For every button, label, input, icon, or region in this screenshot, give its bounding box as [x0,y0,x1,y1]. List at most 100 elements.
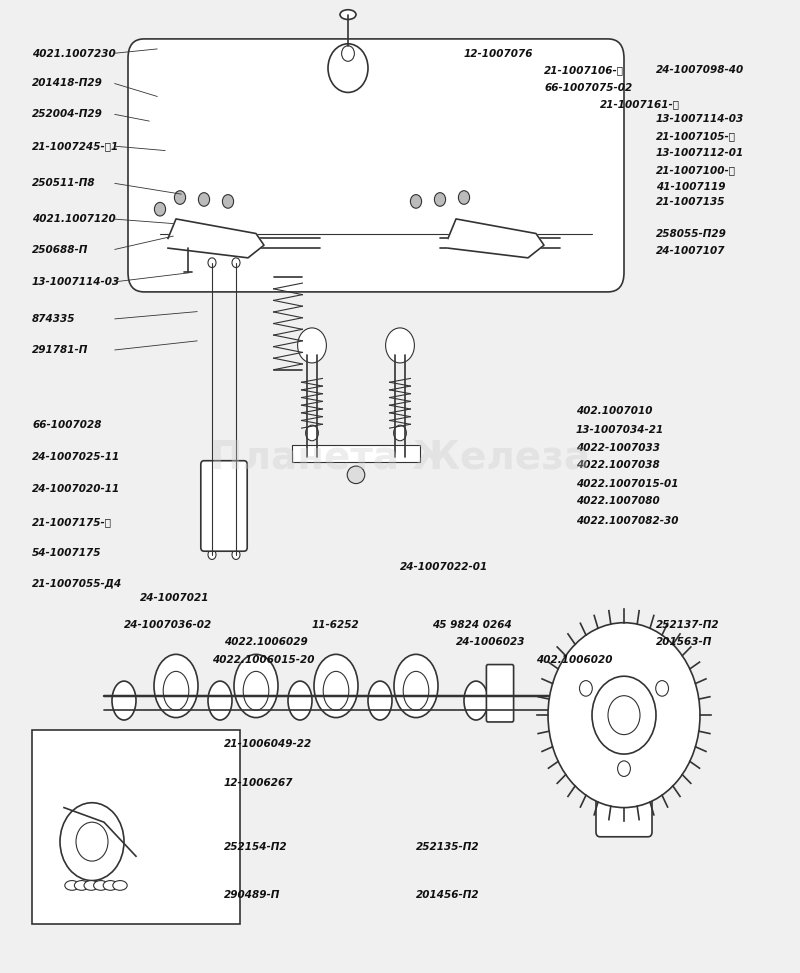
Text: 45 9824 0264: 45 9824 0264 [432,620,512,630]
Text: 24-1007022-01: 24-1007022-01 [400,562,488,572]
Text: 21-1007105-償: 21-1007105-償 [656,131,736,141]
Text: 66-1007028: 66-1007028 [32,420,102,430]
FancyBboxPatch shape [32,730,240,924]
Text: 250688-П: 250688-П [32,245,88,255]
Ellipse shape [403,671,429,710]
Ellipse shape [163,671,189,710]
Ellipse shape [112,681,136,720]
Text: 290489-П: 290489-П [224,890,280,900]
Ellipse shape [208,681,232,720]
Text: 21-1007161-償: 21-1007161-償 [600,99,680,109]
Text: 201563-П: 201563-П [656,637,712,647]
Text: 13-1007112-01: 13-1007112-01 [656,148,744,158]
Text: 252137-П2: 252137-П2 [656,620,720,630]
Circle shape [342,46,354,61]
Text: 258055-П29: 258055-П29 [656,229,727,238]
FancyBboxPatch shape [201,461,247,551]
Ellipse shape [323,671,349,710]
Text: 24-1007020-11: 24-1007020-11 [32,485,120,494]
Text: 13-1007114-03: 13-1007114-03 [656,114,744,124]
Text: 12-1007076: 12-1007076 [464,49,534,58]
FancyBboxPatch shape [128,39,624,292]
Text: 4022.1006029: 4022.1006029 [224,637,308,647]
Text: 21-1007106-償: 21-1007106-償 [544,65,624,75]
Circle shape [328,44,368,92]
Circle shape [232,258,240,268]
Text: 4021.1007120: 4021.1007120 [32,214,116,224]
Text: 24-1007107: 24-1007107 [656,246,726,256]
Circle shape [458,191,470,204]
Text: 201456-П2: 201456-П2 [416,890,480,900]
Circle shape [76,822,108,861]
Circle shape [306,425,318,441]
Ellipse shape [340,10,356,19]
Text: 21-1007245-償1: 21-1007245-償1 [32,141,119,151]
Text: 24-1006023: 24-1006023 [456,637,526,647]
Text: 291781-П: 291781-П [32,345,88,355]
Ellipse shape [394,655,438,718]
Text: 252135-П2: 252135-П2 [416,842,480,851]
Text: 4021.1007230: 4021.1007230 [32,49,116,58]
FancyBboxPatch shape [292,445,420,462]
Text: 252154-П2: 252154-П2 [224,842,288,851]
Circle shape [60,803,124,881]
Text: 24-1007025-11: 24-1007025-11 [32,452,120,462]
Text: 4022.1007015-01: 4022.1007015-01 [576,479,678,488]
Circle shape [386,328,414,363]
Text: 252004-П29: 252004-П29 [32,109,103,119]
Text: 11-6252: 11-6252 [312,620,360,630]
Text: 21-1007055-Д4: 21-1007055-Д4 [32,579,122,589]
Circle shape [222,195,234,208]
Ellipse shape [464,681,488,720]
Circle shape [298,328,326,363]
Circle shape [174,191,186,204]
Text: 24-1007021: 24-1007021 [140,594,210,603]
Text: 21-1007135: 21-1007135 [656,198,726,207]
Text: 4022.1007080: 4022.1007080 [576,496,660,506]
Polygon shape [168,219,264,258]
Ellipse shape [347,466,365,484]
Circle shape [208,258,216,268]
Text: 4022.1006015-20: 4022.1006015-20 [212,655,314,665]
Text: 13-1007034-21: 13-1007034-21 [576,425,664,435]
Circle shape [618,761,630,776]
Polygon shape [448,219,544,258]
Circle shape [579,681,592,697]
Text: 21-1006049-22: 21-1006049-22 [224,739,312,749]
Ellipse shape [243,671,269,710]
Text: 402.1007010: 402.1007010 [576,406,653,415]
Text: 41-1007119: 41-1007119 [656,182,726,192]
Circle shape [232,550,240,559]
Text: 201418-П29: 201418-П29 [32,78,103,88]
Circle shape [394,425,406,441]
Circle shape [548,623,700,808]
Ellipse shape [113,881,127,890]
Circle shape [434,193,446,206]
Text: 24-1007098-40: 24-1007098-40 [656,65,744,75]
Circle shape [154,202,166,216]
Circle shape [656,681,669,697]
Circle shape [592,676,656,754]
Circle shape [208,550,216,559]
Ellipse shape [234,655,278,718]
Ellipse shape [154,655,198,718]
Ellipse shape [368,681,392,720]
Circle shape [410,195,422,208]
Ellipse shape [84,881,98,890]
Text: 21-1007175-償: 21-1007175-償 [32,518,112,527]
FancyBboxPatch shape [486,665,514,722]
Circle shape [608,696,640,735]
Text: Планета Железа: Планета Железа [210,438,590,477]
Text: 66-1007075-02: 66-1007075-02 [544,83,632,92]
Ellipse shape [94,881,108,890]
Text: 402.1006020: 402.1006020 [536,655,613,665]
Text: 4022-1007033: 4022-1007033 [576,443,660,452]
Ellipse shape [74,881,89,890]
Text: 4022.1007082-30: 4022.1007082-30 [576,516,678,525]
Text: 250511-П8: 250511-П8 [32,178,96,188]
Text: 21-1007100-償: 21-1007100-償 [656,165,736,175]
FancyBboxPatch shape [596,681,652,837]
Text: 13-1007114-03: 13-1007114-03 [32,277,120,287]
Circle shape [198,193,210,206]
Text: 874335: 874335 [32,314,75,324]
